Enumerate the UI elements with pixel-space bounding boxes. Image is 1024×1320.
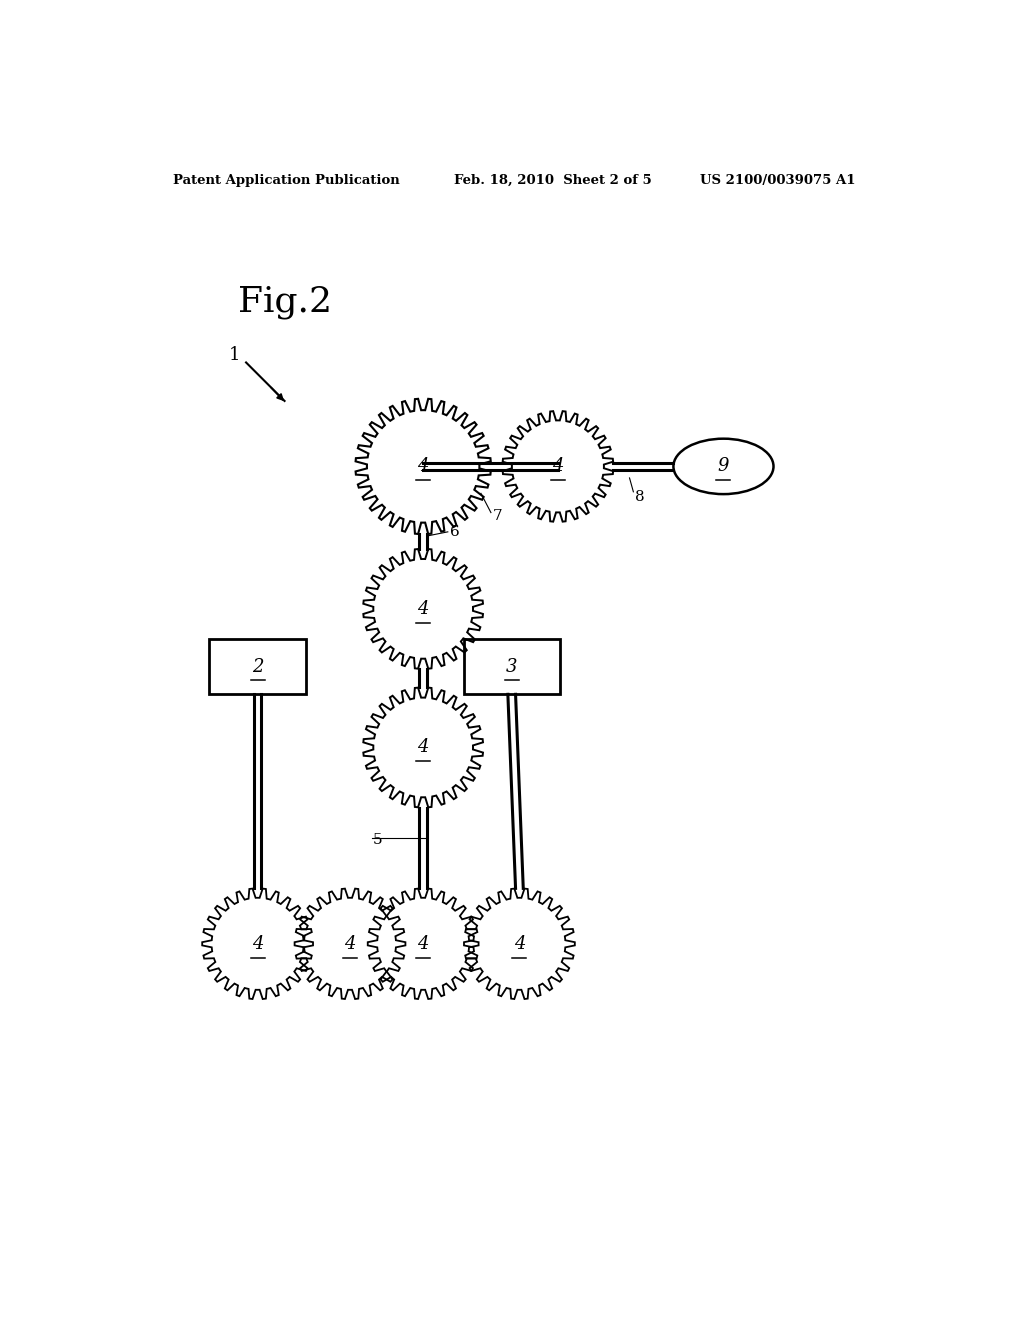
Text: 4: 4: [418, 599, 429, 618]
Text: 9: 9: [718, 458, 729, 475]
Text: 3: 3: [506, 657, 517, 676]
Text: 4: 4: [418, 935, 429, 953]
Text: Feb. 18, 2010  Sheet 2 of 5: Feb. 18, 2010 Sheet 2 of 5: [454, 174, 651, 187]
Bar: [210, 639, 306, 694]
Text: 1: 1: [228, 346, 241, 364]
Text: Patent Application Publication: Patent Application Publication: [173, 174, 399, 187]
Text: 4: 4: [418, 738, 429, 756]
Text: 4: 4: [552, 458, 563, 475]
Text: 4: 4: [418, 458, 429, 475]
Text: Fig.2: Fig.2: [239, 285, 333, 319]
Text: US 2100/0039075 A1: US 2100/0039075 A1: [700, 174, 856, 187]
Text: 6: 6: [451, 525, 460, 539]
Text: 8: 8: [635, 490, 644, 504]
Text: 5: 5: [373, 833, 383, 847]
Text: 4: 4: [514, 935, 525, 953]
Text: 4: 4: [344, 935, 355, 953]
Bar: [464, 639, 560, 694]
Text: 2: 2: [252, 657, 263, 676]
Text: 4: 4: [252, 935, 263, 953]
Text: 7: 7: [493, 510, 502, 524]
